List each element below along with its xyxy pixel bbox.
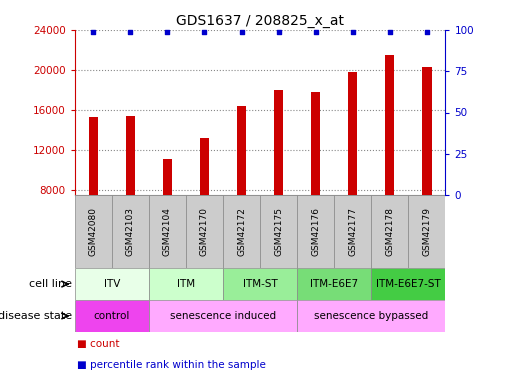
Bar bbox=[75, 300, 149, 332]
Point bbox=[126, 28, 134, 34]
Text: ITM-E6E7-ST: ITM-E6E7-ST bbox=[376, 279, 441, 289]
Point bbox=[312, 28, 320, 34]
Bar bbox=[89, 117, 98, 270]
Text: GSM42172: GSM42172 bbox=[237, 207, 246, 256]
Bar bbox=[334, 195, 371, 268]
Bar bbox=[297, 195, 334, 268]
Text: ITM-E6E7: ITM-E6E7 bbox=[310, 279, 358, 289]
Title: GDS1637 / 208825_x_at: GDS1637 / 208825_x_at bbox=[176, 13, 344, 28]
Text: GSM42080: GSM42080 bbox=[89, 207, 98, 256]
Text: senescence bypassed: senescence bypassed bbox=[314, 311, 428, 321]
Bar bbox=[200, 138, 209, 270]
Point bbox=[163, 28, 171, 34]
Bar bbox=[163, 159, 172, 270]
Bar bbox=[237, 106, 246, 270]
Bar bbox=[75, 268, 149, 300]
Text: GSM42104: GSM42104 bbox=[163, 207, 172, 256]
Bar bbox=[348, 72, 357, 270]
Point bbox=[386, 28, 394, 34]
Point bbox=[349, 28, 357, 34]
Bar bbox=[149, 268, 223, 300]
Text: GSM42178: GSM42178 bbox=[385, 207, 394, 256]
Bar bbox=[75, 195, 112, 268]
Text: GSM42175: GSM42175 bbox=[274, 207, 283, 256]
Bar bbox=[260, 195, 297, 268]
Bar bbox=[408, 195, 445, 268]
Bar bbox=[112, 195, 149, 268]
Text: GSM42176: GSM42176 bbox=[311, 207, 320, 256]
Point bbox=[200, 28, 209, 34]
Text: control: control bbox=[94, 311, 130, 321]
Bar bbox=[223, 268, 297, 300]
Bar bbox=[422, 67, 432, 270]
Bar bbox=[149, 195, 186, 268]
Bar bbox=[371, 268, 445, 300]
Bar bbox=[223, 195, 260, 268]
Text: GSM42179: GSM42179 bbox=[422, 207, 432, 256]
Bar bbox=[274, 90, 283, 270]
Point bbox=[237, 28, 246, 34]
Bar bbox=[371, 195, 408, 268]
Point bbox=[274, 28, 283, 34]
Bar bbox=[149, 300, 297, 332]
Text: ITM-ST: ITM-ST bbox=[243, 279, 278, 289]
Text: disease state: disease state bbox=[0, 311, 72, 321]
Text: ITV: ITV bbox=[104, 279, 120, 289]
Bar bbox=[385, 55, 394, 270]
Point bbox=[89, 28, 97, 34]
Bar bbox=[297, 268, 371, 300]
Text: senescence induced: senescence induced bbox=[170, 311, 276, 321]
Bar bbox=[126, 116, 135, 270]
Text: GSM42103: GSM42103 bbox=[126, 207, 135, 256]
Point bbox=[423, 28, 431, 34]
Bar bbox=[297, 300, 445, 332]
Text: GSM42177: GSM42177 bbox=[348, 207, 357, 256]
Text: ■ count: ■ count bbox=[77, 339, 120, 350]
Text: ■ percentile rank within the sample: ■ percentile rank within the sample bbox=[77, 360, 266, 370]
Bar bbox=[311, 92, 320, 270]
Text: ITM: ITM bbox=[177, 279, 195, 289]
Bar bbox=[186, 195, 223, 268]
Text: cell line: cell line bbox=[29, 279, 72, 289]
Text: GSM42170: GSM42170 bbox=[200, 207, 209, 256]
